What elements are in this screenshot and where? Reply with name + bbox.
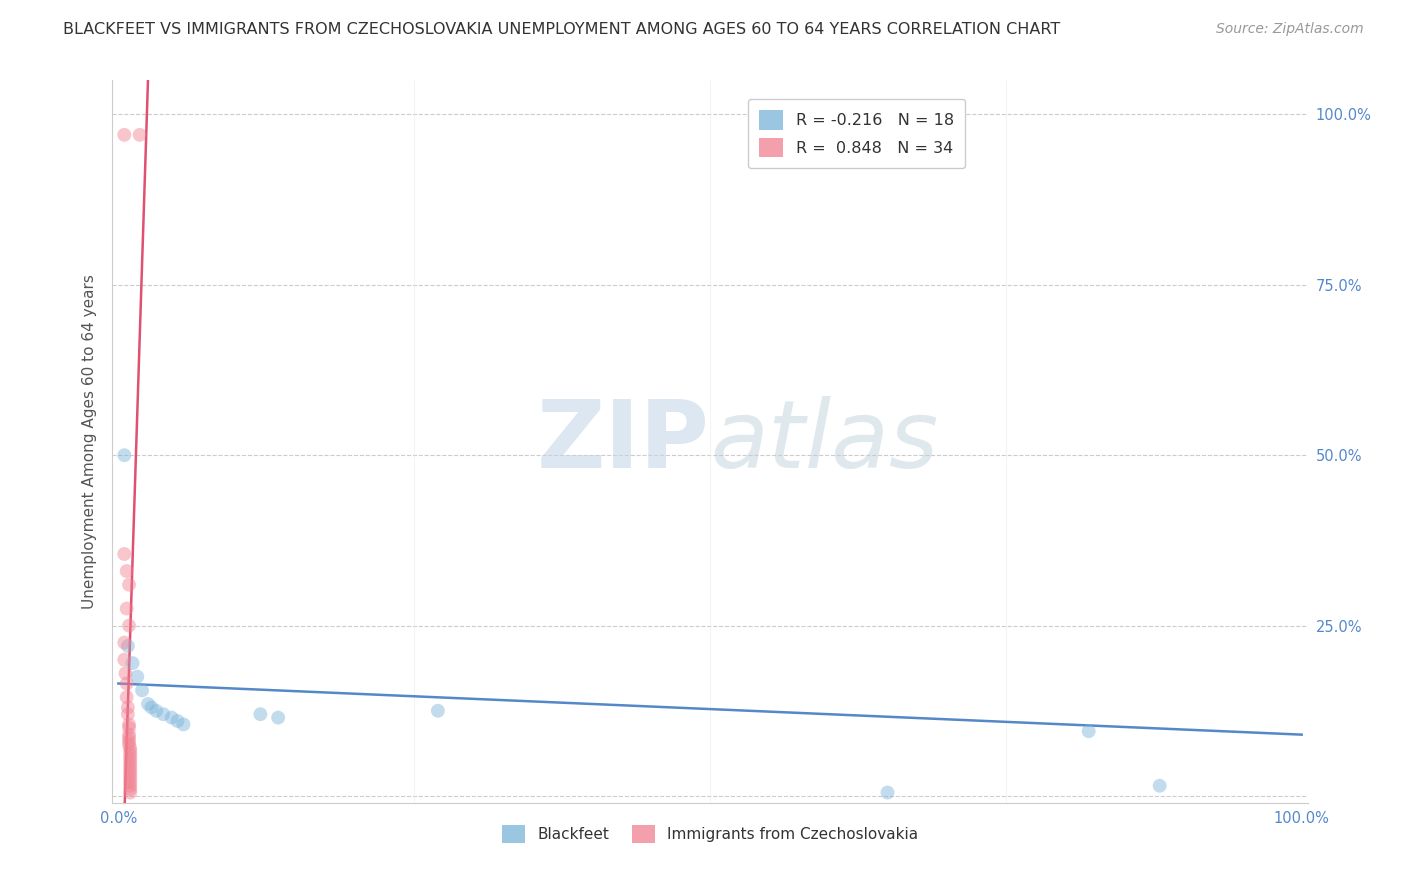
- Point: [112, 547, 135, 561]
- Point: [145, 704, 167, 718]
- Point: [118, 731, 141, 745]
- Point: [120, 772, 142, 786]
- Text: BLACKFEET VS IMMIGRANTS FROM CZECHOSLOVAKIA UNEMPLOYMENT AMONG AGES 60 TO 64 YEA: BLACKFEET VS IMMIGRANTS FROM CZECHOSLOVA…: [63, 22, 1060, 37]
- Point: [115, 676, 138, 690]
- Point: [117, 700, 139, 714]
- Point: [120, 751, 142, 765]
- Point: [112, 635, 135, 649]
- Point: [160, 710, 183, 724]
- Point: [876, 786, 898, 800]
- Point: [117, 707, 139, 722]
- Point: [118, 728, 141, 742]
- Y-axis label: Unemployment Among Ages 60 to 64 years: Unemployment Among Ages 60 to 64 years: [82, 274, 97, 609]
- Point: [118, 738, 141, 752]
- Point: [120, 768, 142, 782]
- Point: [121, 656, 143, 670]
- Point: [118, 618, 141, 632]
- Point: [120, 775, 142, 789]
- Point: [172, 717, 194, 731]
- Point: [112, 128, 135, 142]
- Point: [118, 734, 141, 748]
- Point: [249, 707, 271, 722]
- Point: [1077, 724, 1099, 739]
- Point: [112, 448, 135, 462]
- Point: [131, 683, 153, 698]
- Point: [120, 758, 142, 772]
- Text: atlas: atlas: [710, 396, 938, 487]
- Point: [114, 666, 136, 681]
- Point: [117, 639, 139, 653]
- Point: [115, 564, 138, 578]
- Point: [120, 786, 142, 800]
- Point: [118, 717, 141, 731]
- Point: [120, 745, 142, 759]
- Point: [120, 748, 142, 763]
- Point: [141, 700, 163, 714]
- Legend: R = -0.216   N = 18, R =  0.848   N = 34: R = -0.216 N = 18, R = 0.848 N = 34: [748, 99, 965, 169]
- Point: [120, 762, 142, 776]
- Point: [120, 779, 142, 793]
- Point: [426, 704, 449, 718]
- Point: [136, 697, 159, 711]
- Point: [120, 741, 142, 756]
- Text: Source: ZipAtlas.com: Source: ZipAtlas.com: [1216, 22, 1364, 37]
- Point: [1149, 779, 1171, 793]
- Point: [115, 690, 138, 705]
- Point: [115, 601, 138, 615]
- Point: [120, 765, 142, 780]
- Point: [152, 707, 174, 722]
- Point: [166, 714, 188, 728]
- Point: [127, 670, 149, 684]
- Point: [267, 710, 290, 724]
- Point: [118, 721, 141, 735]
- Text: ZIP: ZIP: [537, 395, 710, 488]
- Point: [128, 128, 150, 142]
- Point: [112, 653, 135, 667]
- Point: [118, 577, 141, 591]
- Point: [120, 755, 142, 769]
- Point: [120, 782, 142, 797]
